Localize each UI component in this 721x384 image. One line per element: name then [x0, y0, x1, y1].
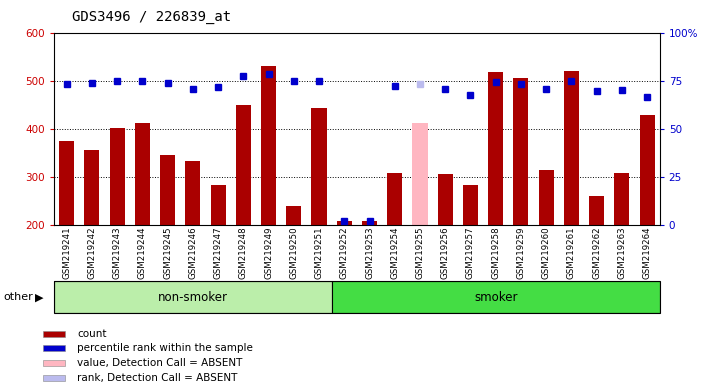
Text: GDS3496 / 226839_at: GDS3496 / 226839_at	[72, 10, 231, 23]
Text: GSM219252: GSM219252	[340, 227, 349, 279]
Text: GSM219260: GSM219260	[541, 227, 551, 279]
Bar	[43, 375, 66, 381]
Bar	[564, 71, 579, 321]
Bar	[43, 331, 66, 336]
Bar	[438, 174, 453, 321]
Text: GSM219247: GSM219247	[213, 227, 223, 279]
Text: smoker: smoker	[474, 291, 518, 304]
Bar	[135, 123, 150, 321]
Text: GSM219243: GSM219243	[112, 227, 122, 279]
Text: GSM219256: GSM219256	[441, 227, 450, 279]
Bar	[160, 155, 175, 321]
Text: GSM219264: GSM219264	[642, 227, 652, 279]
Text: GSM219261: GSM219261	[567, 227, 576, 279]
Text: GSM219249: GSM219249	[264, 227, 273, 279]
Text: ▶: ▶	[35, 292, 43, 302]
Bar	[614, 173, 629, 321]
Text: GSM219245: GSM219245	[163, 227, 172, 279]
Text: other: other	[4, 292, 33, 302]
Bar	[84, 150, 99, 321]
Bar	[236, 105, 251, 321]
Text: GSM219244: GSM219244	[138, 227, 147, 279]
Text: GSM219241: GSM219241	[62, 227, 71, 279]
Bar	[43, 346, 66, 351]
Text: GSM219258: GSM219258	[491, 227, 500, 279]
Bar	[286, 207, 301, 321]
Text: GSM219248: GSM219248	[239, 227, 248, 279]
Bar	[332, 281, 660, 313]
Bar	[513, 78, 528, 321]
Bar	[640, 115, 655, 321]
Text: GSM219263: GSM219263	[617, 227, 627, 279]
Bar	[43, 360, 66, 366]
Bar	[261, 66, 276, 321]
Text: GSM219250: GSM219250	[289, 227, 298, 279]
Bar	[110, 128, 125, 321]
Bar	[59, 141, 74, 321]
Text: GSM219251: GSM219251	[314, 227, 324, 279]
Bar	[387, 173, 402, 321]
Bar	[337, 221, 352, 321]
Bar	[463, 185, 478, 321]
Text: GSM219253: GSM219253	[365, 227, 374, 279]
Text: GSM219262: GSM219262	[592, 227, 601, 279]
Text: GSM219254: GSM219254	[390, 227, 399, 279]
Bar	[211, 185, 226, 321]
Text: GSM219242: GSM219242	[87, 227, 97, 279]
Text: GSM219255: GSM219255	[415, 227, 425, 279]
Text: non-smoker: non-smoker	[158, 291, 228, 304]
Text: count: count	[77, 329, 107, 339]
Bar	[185, 161, 200, 321]
Bar	[311, 108, 327, 321]
Text: percentile rank within the sample: percentile rank within the sample	[77, 343, 253, 353]
Text: value, Detection Call = ABSENT: value, Detection Call = ABSENT	[77, 358, 242, 368]
Text: GSM219246: GSM219246	[188, 227, 198, 279]
Text: rank, Detection Call = ABSENT: rank, Detection Call = ABSENT	[77, 373, 237, 383]
Text: GSM219259: GSM219259	[516, 227, 526, 279]
Bar	[488, 71, 503, 321]
Bar	[362, 221, 377, 321]
Bar	[589, 196, 604, 321]
Bar	[412, 123, 428, 321]
Bar	[54, 281, 332, 313]
Bar	[539, 170, 554, 321]
Text: GSM219257: GSM219257	[466, 227, 475, 279]
